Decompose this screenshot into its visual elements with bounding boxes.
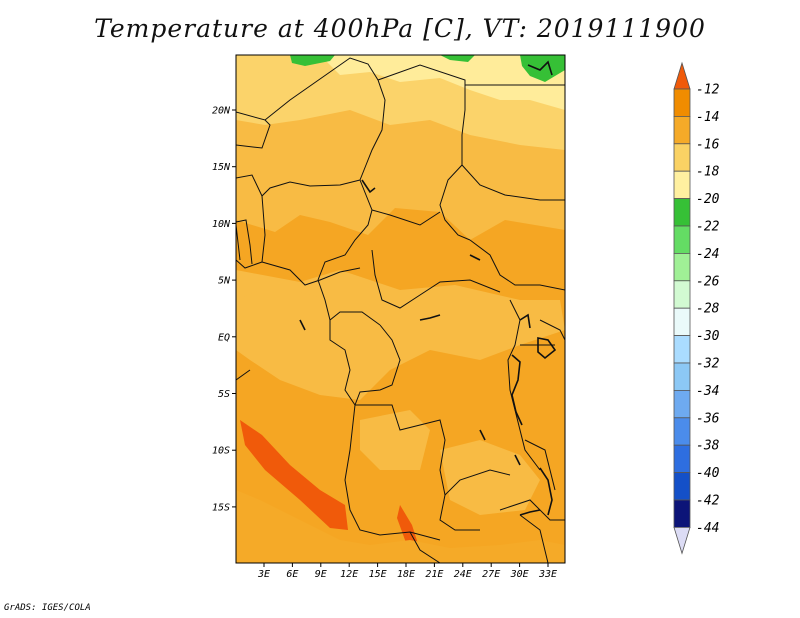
colorbar-label: -28 (696, 302, 720, 317)
longitude-axis: 3E 6E 9E 12E 15E 18E 21E 24E 27E 30E 33E (257, 563, 557, 580)
lon-tick-label: 18E (397, 569, 415, 580)
lon-tick-label: 21E (425, 569, 443, 580)
lon-tick-label: 27E (482, 569, 500, 580)
colorbar-label: -38 (696, 439, 720, 454)
colorbar-label: -16 (696, 137, 720, 152)
colorbar-label: -26 (696, 274, 720, 289)
lon-tick-label: 6E (286, 569, 298, 580)
colorbar-segment (673, 417, 691, 446)
colorbar-segment (673, 88, 691, 117)
lon-tick-label: 15E (369, 569, 387, 580)
colorbar-label: -32 (696, 357, 720, 372)
colorbar-label: -12 (696, 83, 720, 98)
colorbar-label: -24 (696, 247, 719, 262)
colorbar-segment (673, 335, 691, 364)
field-band-20 (320, 55, 565, 110)
lakes (299, 60, 557, 516)
latitude-axis: 20N 15N 10N 5N EQ 5S 10S 15S (212, 106, 236, 513)
colorbar-label: -40 (696, 466, 720, 481)
field-band-18-nw (236, 55, 290, 75)
lat-tick-label: EQ (218, 332, 230, 343)
colorbar-label: -34 (696, 384, 719, 399)
colorbar-segment (673, 170, 691, 199)
colorbar-segment (673, 116, 691, 145)
lat-tick-label: 10S (212, 446, 230, 457)
colorbar-bottom-arrow (673, 527, 691, 555)
grads-credit: GrADS: IGES/COLA (4, 603, 91, 613)
colorbar-label: -44 (696, 521, 719, 536)
colorbar-segment (673, 198, 691, 227)
lon-tick-label: 12E (340, 569, 358, 580)
colorbar-segment (673, 499, 691, 528)
colorbar-label: -22 (696, 220, 720, 235)
colorbar-label: -20 (696, 192, 720, 207)
colorbar-segment (673, 225, 691, 254)
colorbar-segment (673, 389, 691, 419)
field-band-12-south (397, 505, 428, 563)
colorbar-label: -30 (696, 329, 720, 344)
colorbar-top-arrow (673, 61, 691, 90)
field-band-16-bottom (236, 490, 565, 563)
lat-tick-label: 15S (212, 502, 230, 513)
country-borders (236, 57, 565, 563)
field-band-16-west (236, 290, 330, 350)
colorbar-label: -18 (696, 165, 720, 180)
colorbar-segment (673, 444, 691, 474)
colorbar-segment (673, 362, 691, 391)
field-band-12 (240, 420, 348, 530)
colorbar-segment (673, 280, 691, 309)
lat-tick-label: 5N (218, 276, 231, 287)
temperature-field (236, 55, 565, 563)
colorbar: -12 -14 -16 -18 -20 -22 -24 -26 -28 -30 -32 -34 -36 -… (673, 61, 720, 555)
lon-tick-label: 33E (538, 569, 557, 580)
colorbar-segment (673, 252, 691, 282)
lon-tick-label: 3E (257, 569, 270, 580)
field-band-16-south (440, 440, 540, 515)
colorbar-label: -42 (696, 494, 720, 509)
colorbar-segment (673, 143, 691, 172)
lon-tick-label: 30E (510, 569, 529, 580)
colorbar-segment (673, 307, 691, 337)
lat-tick-label: 5S (218, 389, 230, 400)
lat-tick-label: 15N (212, 162, 231, 173)
chart-title: Temperature at 400hPa [C], VT: 201911190… (94, 14, 706, 43)
lon-tick-label: 24E (454, 569, 472, 580)
field-band-16-south-2 (360, 410, 430, 470)
colorbar-label: -14 (696, 110, 719, 125)
field-green-patch-2 (440, 55, 475, 62)
lat-tick-label: 10N (212, 219, 231, 230)
colorbar-segment (673, 472, 691, 501)
lat-tick-label: 20N (212, 106, 231, 117)
map-frame (235, 54, 566, 564)
lon-tick-label: 9E (315, 569, 327, 580)
field-green-patch-1 (290, 55, 335, 66)
colorbar-label: -36 (696, 411, 720, 426)
